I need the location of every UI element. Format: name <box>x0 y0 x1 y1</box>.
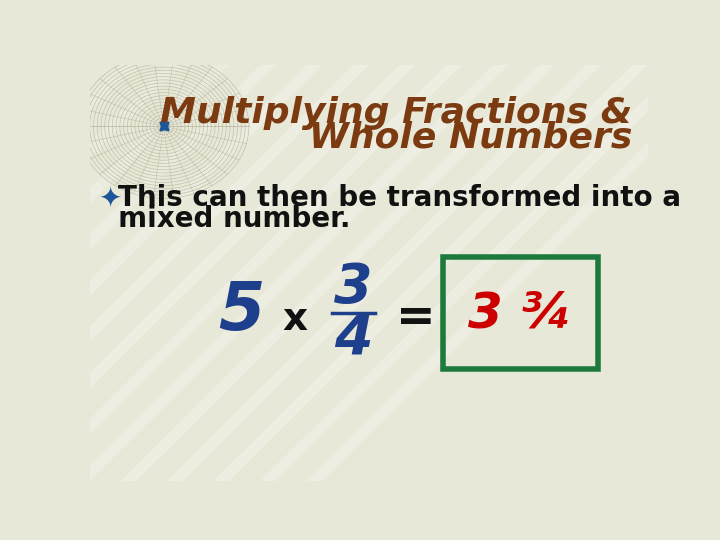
Bar <box>443 257 598 369</box>
Text: x: x <box>283 300 308 338</box>
Text: 3: 3 <box>334 261 373 315</box>
Text: Multiplying Fractions &: Multiplying Fractions & <box>161 96 632 130</box>
Text: 3 ¾: 3 ¾ <box>468 289 572 337</box>
Text: This can then be transformed into a: This can then be transformed into a <box>118 184 681 212</box>
Text: mixed number.: mixed number. <box>99 205 351 233</box>
Text: Whole Numbers: Whole Numbers <box>309 120 632 154</box>
Text: 5: 5 <box>218 278 264 344</box>
Circle shape <box>78 42 249 211</box>
Text: 4: 4 <box>334 311 373 365</box>
Text: =: = <box>396 296 436 341</box>
Text: ✦: ✦ <box>99 184 122 212</box>
